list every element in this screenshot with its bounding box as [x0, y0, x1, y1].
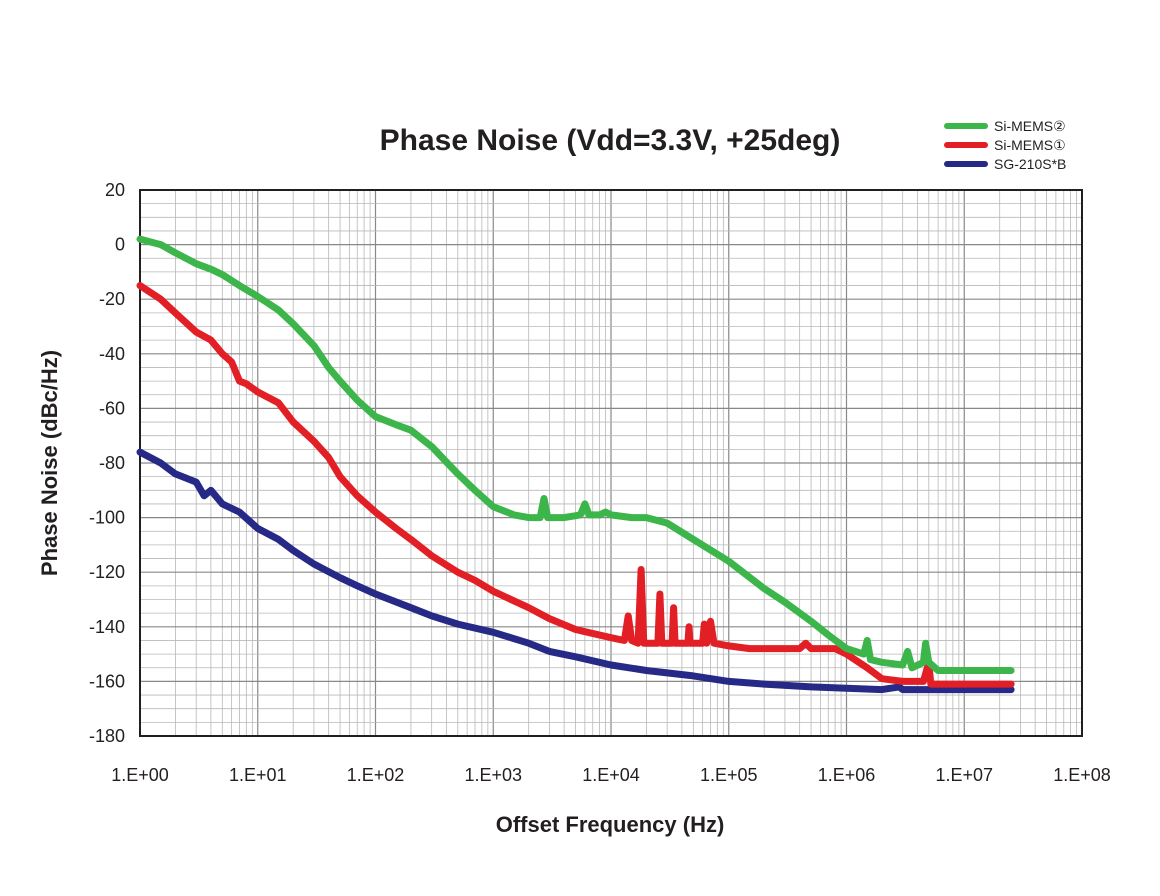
y-tick-label: 0: [115, 235, 125, 255]
plot-frame: [139, 189, 1083, 737]
y-tick-label: -160: [89, 671, 125, 691]
y-axis-label: Phase Noise (dBc/Hz): [37, 350, 62, 576]
x-tick-label: 1.E+06: [818, 765, 876, 785]
x-tick-label: 1.E+02: [347, 765, 405, 785]
x-tick-label: 1.E+05: [700, 765, 758, 785]
y-tick-label: -80: [99, 453, 125, 473]
x-tick-label: 1.E+01: [229, 765, 287, 785]
legend-label-0: Si-MEMS②: [994, 118, 1066, 134]
y-tick-label: -40: [99, 344, 125, 364]
y-axis-ticks: 20 0 -20 -40 -60 -80 -100 -120 -140 -160 -180: [89, 180, 125, 746]
y-tick-label: -20: [99, 289, 125, 309]
y-tick-label: -100: [89, 508, 125, 528]
series-line-0: [136, 235, 1015, 674]
x-axis-label: Offset Frequency (Hz): [496, 812, 725, 837]
legend: Si-MEMS② Si-MEMS① SG-210S*B: [944, 118, 1066, 172]
x-tick-label: 1.E+07: [935, 765, 993, 785]
y-tick-label: -140: [89, 617, 125, 637]
y-tick-label: 20: [105, 180, 125, 200]
x-tick-label: 1.E+08: [1053, 765, 1111, 785]
y-tick-label: -180: [89, 726, 125, 746]
x-tick-label: 1.E+00: [111, 765, 169, 785]
y-tick-label: -60: [99, 398, 125, 418]
x-tick-label: 1.E+04: [582, 765, 640, 785]
y-tick-label: -120: [89, 562, 125, 582]
x-axis-ticks: 1.E+00 1.E+01 1.E+02 1.E+03 1.E+04 1.E+05 1.E+…: [111, 765, 1111, 785]
chart-title: Phase Noise (Vdd=3.3V, +25deg): [380, 124, 841, 157]
legend-label-1: Si-MEMS①: [994, 137, 1066, 153]
legend-label-2: SG-210S*B: [994, 156, 1066, 172]
series-line-1: [136, 282, 1015, 688]
series-line-2: [136, 448, 1015, 694]
grid: [139, 189, 1082, 737]
x-tick-label: 1.E+03: [464, 765, 522, 785]
series-lines: [136, 235, 1015, 694]
